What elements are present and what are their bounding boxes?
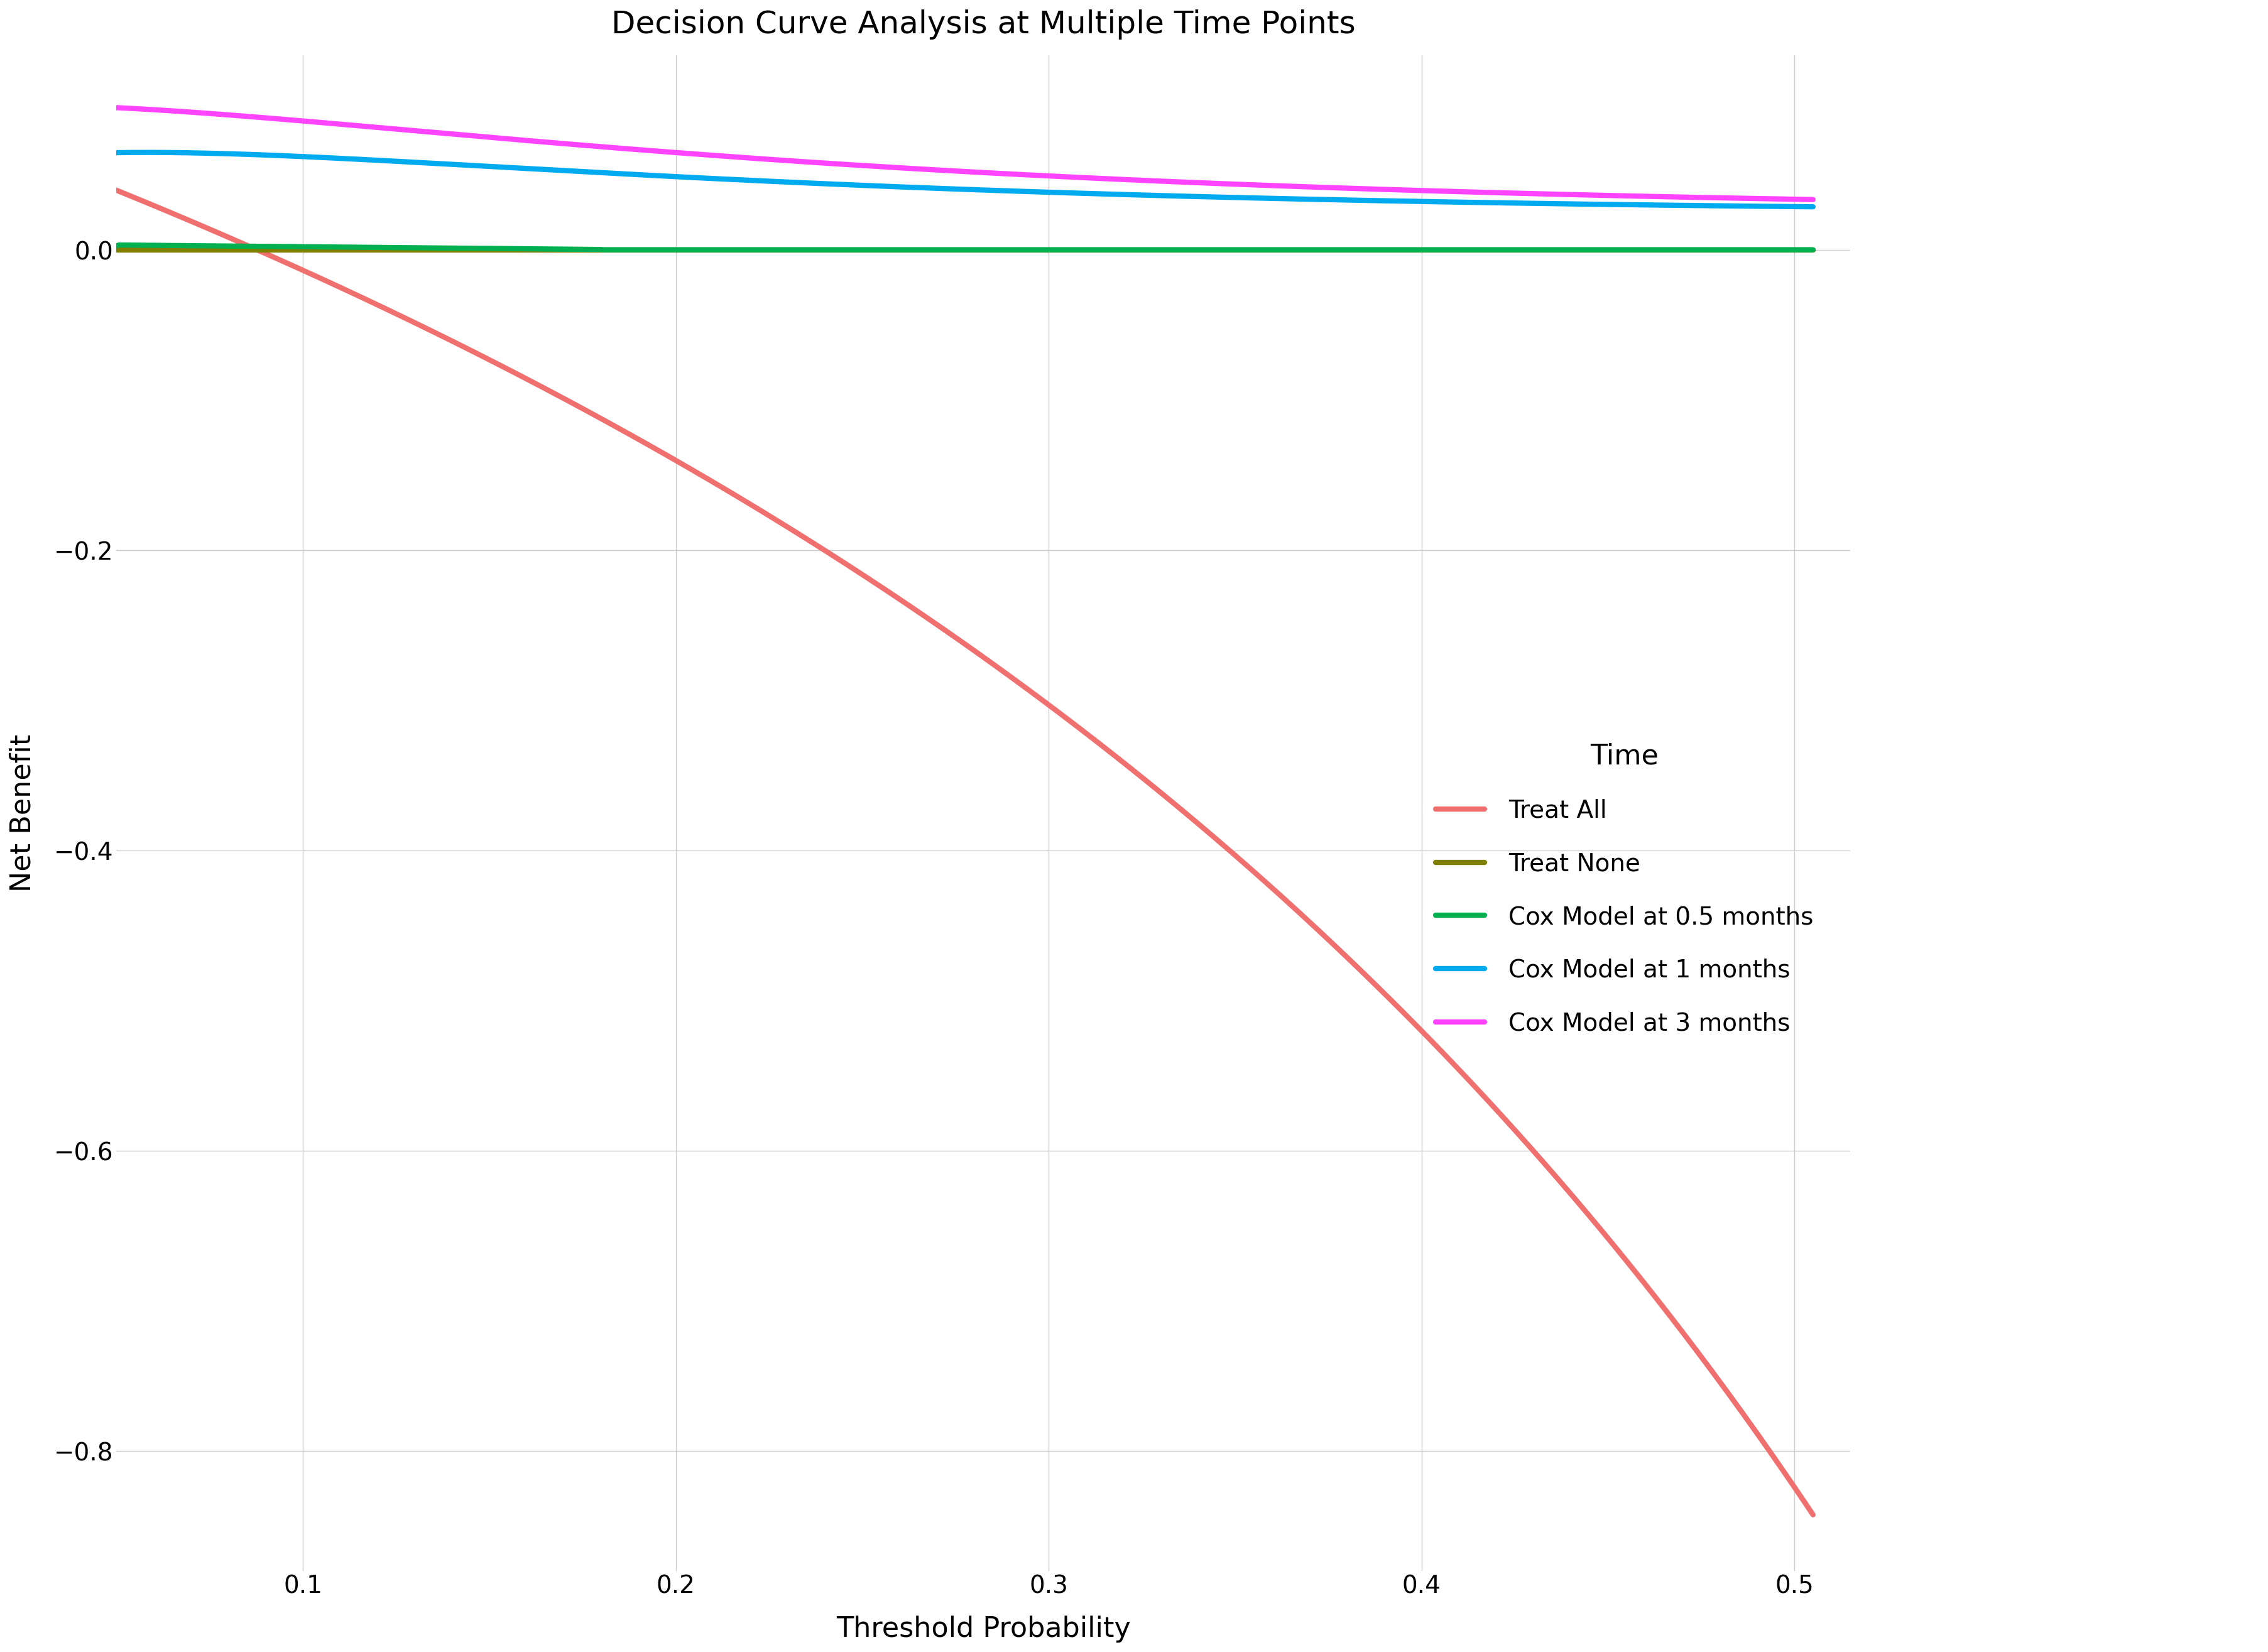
Cox Model at 3 months bbox=[540, 132, 567, 152]
Cox Model at 1 months bbox=[406, 152, 433, 172]
Cox Model at 0.5 months bbox=[1241, 240, 1268, 259]
Treat All bbox=[871, 578, 898, 598]
Treat None bbox=[404, 240, 431, 259]
Treat None bbox=[540, 240, 567, 259]
Cox Model at 0.5 months bbox=[1799, 240, 1826, 259]
Y-axis label: Net Benefit: Net Benefit bbox=[9, 733, 36, 892]
Cox Model at 0.5 months bbox=[102, 236, 129, 256]
Cox Model at 0.5 months bbox=[590, 240, 617, 259]
Treat All bbox=[1102, 747, 1129, 767]
Cox Model at 0.5 months bbox=[542, 240, 569, 259]
Cox Model at 3 months bbox=[102, 97, 129, 117]
Line: Cox Model at 1 months: Cox Model at 1 months bbox=[116, 152, 1812, 206]
Treat All bbox=[540, 383, 567, 403]
Treat None bbox=[1381, 240, 1408, 259]
Treat All bbox=[1381, 993, 1408, 1013]
Line: Cox Model at 3 months: Cox Model at 3 months bbox=[116, 107, 1812, 200]
Cox Model at 0.5 months bbox=[1386, 240, 1413, 259]
Cox Model at 3 months bbox=[1381, 180, 1408, 200]
Treat All bbox=[1799, 1505, 1826, 1525]
Treat None bbox=[1236, 240, 1263, 259]
Cox Model at 1 months bbox=[1383, 192, 1411, 211]
Cox Model at 1 months bbox=[1105, 185, 1132, 205]
Cox Model at 1 months bbox=[102, 142, 129, 162]
Cox Model at 0.5 months bbox=[406, 238, 433, 258]
Cox Model at 3 months bbox=[404, 121, 431, 140]
Cox Model at 0.5 months bbox=[1109, 240, 1136, 259]
Cox Model at 3 months bbox=[1236, 175, 1263, 195]
Cox Model at 3 months bbox=[871, 157, 898, 177]
Cox Model at 1 months bbox=[1238, 188, 1266, 208]
Cox Model at 0.5 months bbox=[875, 240, 903, 259]
Cox Model at 1 months bbox=[542, 160, 569, 180]
Treat All bbox=[1236, 857, 1263, 877]
Treat None bbox=[102, 240, 129, 259]
Treat All bbox=[102, 180, 129, 200]
Cox Model at 0.5 months bbox=[107, 235, 134, 254]
Cox Model at 1 months bbox=[873, 177, 900, 197]
Treat All bbox=[404, 314, 431, 334]
Treat None bbox=[1102, 240, 1129, 259]
Treat None bbox=[1799, 240, 1826, 259]
Treat None bbox=[871, 240, 898, 259]
X-axis label: Threshold Probability: Threshold Probability bbox=[837, 1616, 1132, 1642]
Cox Model at 1 months bbox=[1799, 197, 1826, 216]
Line: Cox Model at 0.5 months: Cox Model at 0.5 months bbox=[116, 244, 1812, 249]
Title: Decision Curve Analysis at Multiple Time Points: Decision Curve Analysis at Multiple Time… bbox=[610, 10, 1356, 40]
Cox Model at 3 months bbox=[1799, 190, 1826, 210]
Cox Model at 3 months bbox=[1102, 169, 1129, 188]
Legend: Treat All, Treat None, Cox Model at 0.5 months, Cox Model at 1 months, Cox Model: Treat All, Treat None, Cox Model at 0.5 … bbox=[1411, 719, 1837, 1061]
Line: Treat All: Treat All bbox=[116, 190, 1812, 1515]
Cox Model at 1 months bbox=[134, 142, 161, 162]
